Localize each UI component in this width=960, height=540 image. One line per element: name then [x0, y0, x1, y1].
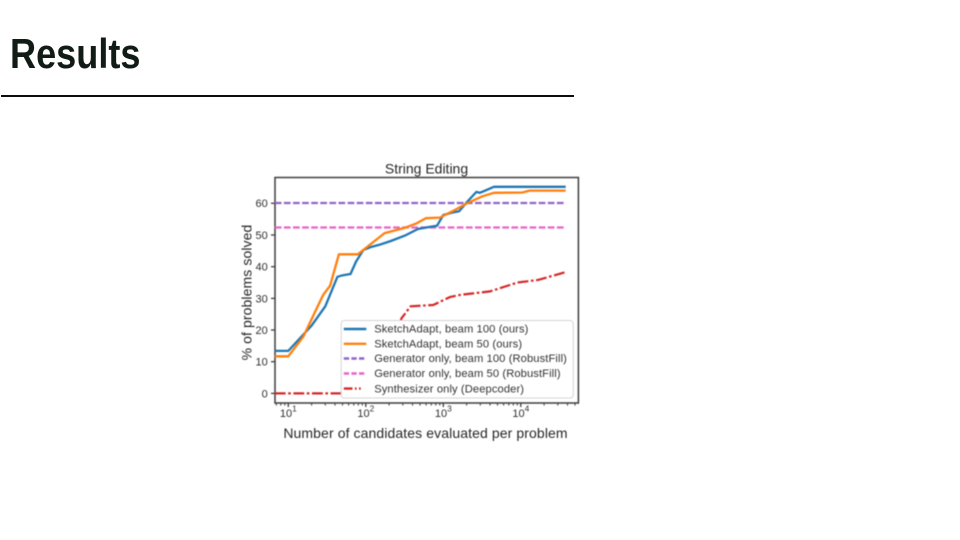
svg-text:60: 60	[256, 198, 268, 210]
svg-text:Generator only, beam 50 (Robus: Generator only, beam 50 (RobustFill)	[374, 368, 561, 380]
svg-text:40: 40	[256, 262, 268, 274]
svg-text:SketchAdapt, beam 100 (ours): SketchAdapt, beam 100 (ours)	[374, 324, 528, 336]
svg-text:Number of candidates evaluated: Number of candidates evaluated per probl…	[283, 425, 567, 441]
svg-text:SketchAdapt, beam 50 (ours): SketchAdapt, beam 50 (ours)	[374, 339, 522, 351]
svg-text:10: 10	[256, 357, 268, 369]
svg-text:50: 50	[256, 230, 268, 242]
svg-text:0: 0	[262, 388, 268, 400]
svg-text:% of problems solved: % of problems solved	[239, 225, 255, 361]
svg-text:20: 20	[256, 325, 268, 337]
svg-text:Synthesizer only (Deepcoder): Synthesizer only (Deepcoder)	[374, 383, 524, 395]
svg-text:Generator only, beam 100 (Robu: Generator only, beam 100 (RobustFill)	[374, 353, 567, 365]
svg-text:30: 30	[256, 293, 268, 305]
svg-text:String Editing: String Editing	[385, 161, 468, 177]
